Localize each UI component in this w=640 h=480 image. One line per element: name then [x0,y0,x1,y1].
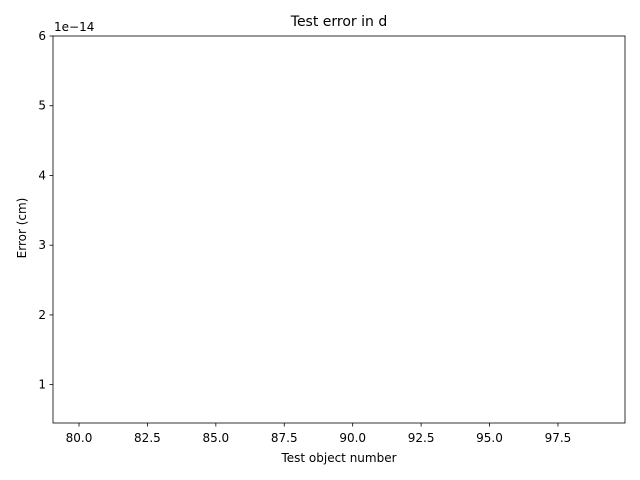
y-tick-label: 6 [38,29,46,43]
y-tick-label: 1 [38,378,46,392]
axes-frame [52,35,626,424]
x-tick-label: 82.5 [134,431,161,445]
x-tick-label: 85.0 [202,431,229,445]
x-tick-label: 97.5 [545,431,572,445]
x-tick-label: 90.0 [339,431,366,445]
y-tick-label: 4 [38,168,46,182]
y-axis-ticks: 1 2 3 4 5 6 [38,29,53,392]
y-tick-label: 3 [38,238,46,252]
x-tick-label: 87.5 [271,431,298,445]
plot-area [52,35,626,424]
x-axis-ticks: 80.0 82.5 85.0 87.5 90.0 92.5 95.0 97.5 [66,423,572,445]
y-tick-label: 2 [38,308,46,322]
x-tick-label: 80.0 [66,431,93,445]
chart-title: Test error in d [290,14,387,30]
x-axis-label: Test object number [280,451,396,465]
y-tick-label: 5 [38,99,46,113]
y-axis-label: Error (cm) [15,198,29,259]
x-tick-label: 95.0 [476,431,503,445]
y-axis-offset-text: 1e−14 [54,20,94,34]
x-tick-label: 92.5 [408,431,435,445]
